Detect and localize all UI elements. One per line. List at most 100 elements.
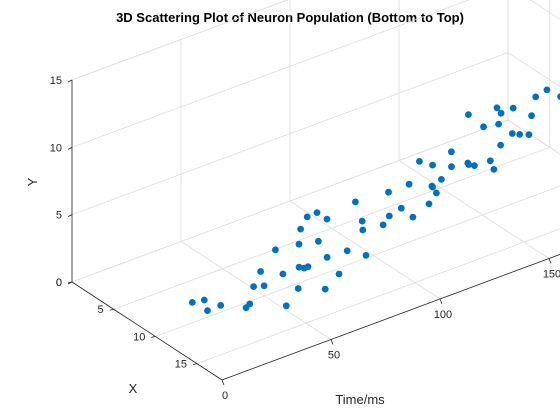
side-wall-grid-line	[507, 119, 560, 155]
data-point	[464, 159, 472, 167]
data-point	[297, 225, 304, 233]
data-point	[303, 213, 311, 221]
data-point	[438, 176, 445, 183]
grid-lines	[71, 0, 560, 381]
data-point	[429, 183, 436, 191]
data-point	[335, 270, 343, 278]
data-point	[323, 215, 331, 223]
floor-grid-line	[507, 119, 560, 155]
time-tick-mark	[221, 379, 225, 386]
data-point	[409, 213, 417, 221]
x-tick-label: 10	[133, 331, 145, 343]
data-point	[425, 200, 433, 208]
data-point	[508, 130, 516, 137]
data-point	[557, 93, 560, 100]
data-point	[260, 282, 268, 290]
back-wall-grid-line	[71, 119, 509, 283]
y-axis-label: Y	[25, 177, 40, 186]
time-axis-label: Time/ms	[335, 392, 385, 407]
x-tick-mark	[151, 336, 156, 338]
data-point	[486, 157, 494, 165]
time-tick-label: 100	[434, 309, 452, 321]
time-tick-mark	[330, 339, 334, 345]
data-point	[385, 188, 392, 196]
data-point	[294, 285, 302, 292]
time-tick-label: 50	[328, 350, 340, 362]
data-points	[188, 86, 560, 314]
box-edge	[71, 0, 289, 81]
data-point	[217, 302, 225, 309]
tick-labels: 051015050100150200051015	[50, 75, 560, 402]
data-point	[188, 299, 196, 306]
data-point	[448, 148, 455, 156]
data-point	[493, 104, 501, 112]
y-tick-label: 0	[56, 277, 62, 289]
data-point	[429, 161, 436, 169]
data-point	[497, 141, 504, 149]
x-tick-mark	[109, 308, 114, 311]
data-point	[490, 166, 498, 173]
side-wall-grid-line	[507, 52, 560, 88]
data-point	[471, 162, 478, 170]
data-point	[495, 120, 502, 128]
data-point	[465, 111, 472, 118]
data-point	[405, 180, 413, 188]
y-tick-label: 5	[56, 210, 62, 222]
x-axis-label: X	[129, 381, 138, 396]
time-tick-mark	[439, 298, 443, 305]
back-wall-grid-line	[71, 0, 470, 148]
time-tick-mark	[548, 258, 552, 264]
data-point	[525, 131, 533, 139]
data-point	[385, 212, 393, 220]
time-tick-label: 0	[222, 390, 228, 402]
axes	[67, 79, 560, 386]
data-point	[200, 296, 208, 304]
data-point	[516, 131, 524, 138]
floor-grid-line	[289, 200, 441, 300]
y-tick-mark	[67, 79, 73, 83]
y-tick-mark	[67, 281, 73, 285]
data-point	[242, 304, 250, 312]
x-tick-label: 5	[98, 304, 104, 316]
data-point	[528, 112, 535, 120]
data-point	[343, 247, 351, 255]
time-tick-label: 150	[543, 269, 560, 281]
data-point	[543, 86, 551, 94]
floor-grid-line	[398, 160, 550, 259]
x-tick-label: 15	[175, 359, 187, 371]
data-point	[257, 268, 264, 275]
data-point	[359, 226, 367, 234]
y-tick-label: 10	[50, 142, 62, 154]
data-point	[497, 109, 505, 117]
data-point	[295, 263, 303, 271]
data-point	[272, 246, 279, 254]
data-point	[295, 240, 303, 248]
data-point	[204, 307, 211, 314]
data-point	[358, 217, 366, 225]
data-point	[532, 93, 540, 101]
data-point	[250, 283, 257, 290]
x-tick-label: 0	[56, 277, 62, 289]
data-point	[480, 123, 487, 131]
data-point	[509, 104, 517, 112]
data-point	[279, 270, 287, 278]
data-point	[448, 163, 455, 171]
side-wall-grid-line	[529, 0, 560, 20]
data-point	[416, 158, 423, 165]
x-tick-mark	[192, 363, 198, 366]
data-point	[352, 198, 359, 206]
y-tick-label: 15	[50, 75, 62, 87]
back-wall-grid-line	[71, 52, 509, 216]
time-axis-line	[221, 253, 560, 381]
data-point	[321, 285, 329, 293]
y-tick-mark	[67, 214, 73, 218]
data-point	[379, 221, 387, 229]
data-point	[313, 209, 321, 217]
data-point	[304, 263, 312, 271]
data-point	[315, 237, 322, 245]
data-point	[362, 252, 370, 259]
floor-grid-line	[196, 228, 560, 365]
y-tick-mark	[67, 146, 73, 150]
data-point	[397, 204, 405, 212]
